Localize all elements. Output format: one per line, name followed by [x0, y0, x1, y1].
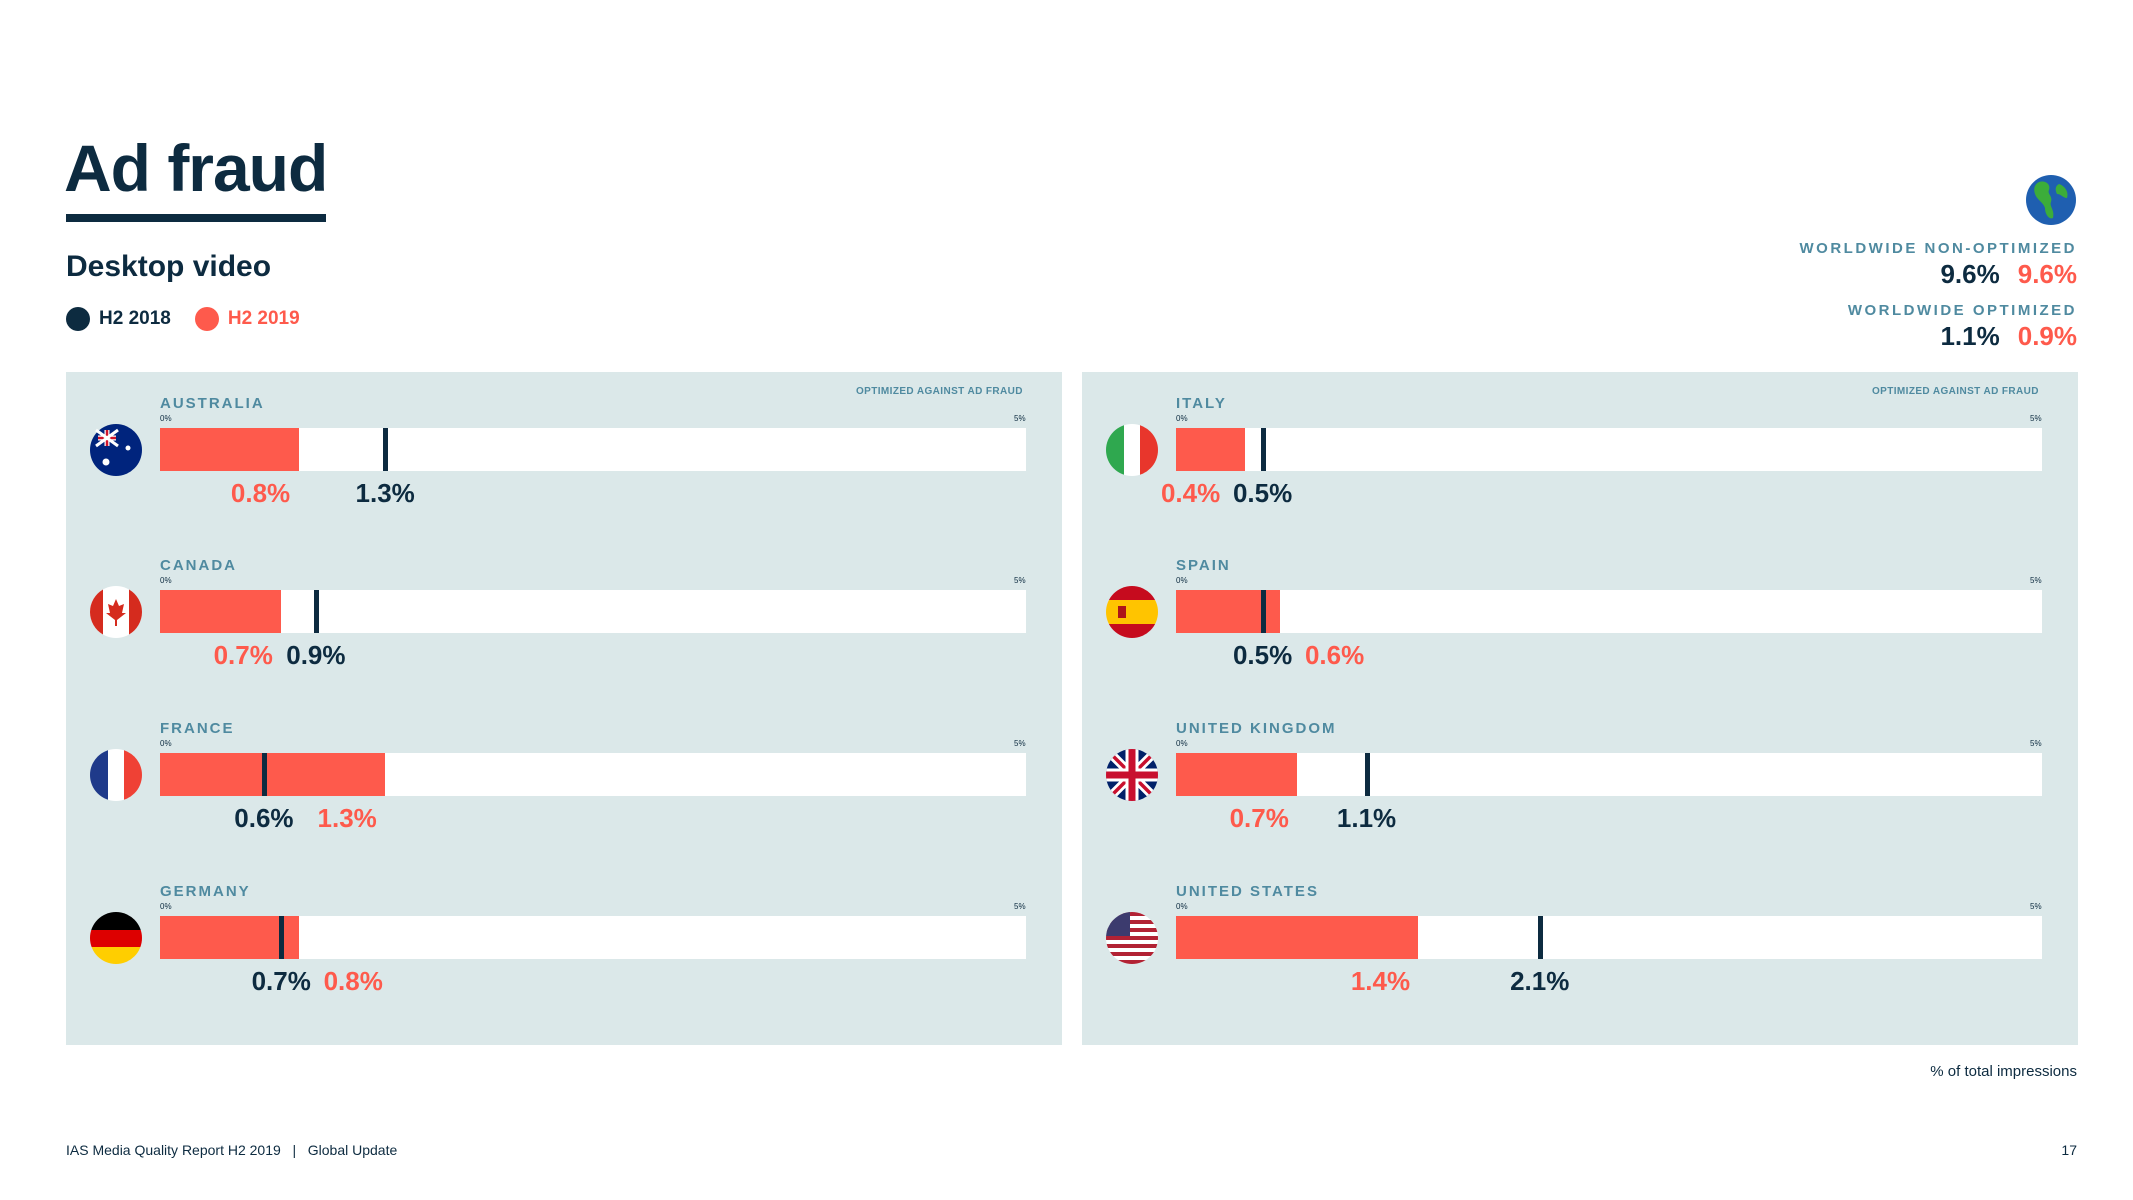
axis-max-label-germany: 5%	[1014, 902, 1026, 911]
value-label-h2-2018-france: 0.6%	[234, 803, 294, 833]
axis-min-label-australia: 0%	[160, 414, 172, 423]
marker-h2-2018-germany	[279, 916, 285, 959]
value-label-h2-2019-united-states: 1.4%	[1350, 966, 1411, 996]
worldwide-optimized-2019: 0.9%	[2017, 321, 2077, 351]
footer-text: IAS Media Quality Report H2 2019 | Globa…	[66, 1142, 398, 1158]
axis-max-label-italy: 5%	[2030, 414, 2042, 423]
impressions-note: % of total impressions	[1930, 1063, 2077, 1080]
value-label-h2-2018-united-kingdom: 1.1%	[1336, 803, 1397, 833]
country-label-united-states: UNITED STATES	[1176, 883, 1319, 900]
axis-min-label-united-kingdom: 0%	[1176, 739, 1188, 748]
panel-note-right: OPTIMIZED AGAINST AD FRAUD	[1872, 386, 2039, 397]
italy-flag-icon	[1106, 424, 1158, 476]
axis-min-label-spain: 0%	[1176, 576, 1188, 585]
us-flag-icon	[1106, 912, 1158, 964]
value-label-h2-2018-spain: 0.5%	[1232, 640, 1293, 670]
legend: H2 2018 H2 2019	[66, 307, 324, 331]
axis-min-label-france: 0%	[160, 739, 172, 748]
country-label-italy: ITALY	[1176, 395, 1227, 412]
value-label-h2-2018-canada: 0.9%	[286, 640, 346, 670]
legend-dot-h2-2018	[66, 307, 90, 331]
axis-max-label-united-states: 5%	[2030, 902, 2042, 911]
axis-min-label-italy: 0%	[1176, 414, 1188, 423]
worldwide-non-optimized-2018: 9.6%	[1940, 259, 2000, 289]
worldwide-optimized: WORLDWIDE OPTIMIZED 1.1% 0.9%	[1848, 302, 2077, 352]
axis-max-label-spain: 5%	[2030, 576, 2042, 585]
page-number: 17	[2061, 1142, 2077, 1158]
bar-track-germany	[160, 916, 1026, 959]
country-label-france: FRANCE	[160, 720, 235, 737]
bar-track-united-states	[1176, 916, 2042, 959]
canada-flag-icon	[90, 586, 142, 638]
country-label-canada: CANADA	[160, 557, 237, 574]
country-label-germany: GERMANY	[160, 883, 251, 900]
value-label-h2-2019-italy: 0.4%	[1160, 478, 1221, 508]
value-label-h2-2019-germany: 0.8%	[323, 966, 383, 996]
bar-track-italy	[1176, 428, 2042, 471]
axis-max-label-france: 5%	[1014, 739, 1026, 748]
value-label-h2-2018-germany: 0.7%	[251, 966, 311, 996]
worldwide-non-optimized-label: WORLDWIDE NON-OPTIMIZED	[1799, 240, 2077, 257]
worldwide-optimized-label: WORLDWIDE OPTIMIZED	[1847, 302, 2077, 319]
bar-h2-2019-france	[160, 753, 386, 796]
axis-max-label-united-kingdom: 5%	[2030, 739, 2042, 748]
marker-h2-2018-france	[261, 753, 267, 796]
page-subtitle: Desktop video	[66, 250, 272, 283]
bar-h2-2019-italy	[1176, 428, 1246, 471]
spain-flag-icon	[1106, 586, 1158, 638]
bar-track-australia	[160, 428, 1026, 471]
australia-flag-icon	[90, 424, 142, 476]
bar-h2-2019-australia	[160, 428, 299, 471]
bar-track-spain	[1176, 590, 2042, 633]
panel-note-left: OPTIMIZED AGAINST AD FRAUD	[856, 386, 1023, 397]
bar-track-united-kingdom	[1176, 753, 2042, 796]
value-label-h2-2018-australia: 1.3%	[355, 478, 415, 508]
title-underline	[66, 214, 326, 222]
legend-label-h2-2018: H2 2018	[99, 308, 171, 329]
bar-h2-2019-united-states	[1176, 916, 1419, 959]
country-label-australia: AUSTRALIA	[160, 395, 265, 412]
value-label-h2-2018-united-states: 2.1%	[1510, 966, 1570, 996]
bar-track-canada	[160, 590, 1026, 633]
bar-track-france	[160, 753, 1026, 796]
axis-max-label-australia: 5%	[1014, 414, 1026, 423]
value-label-h2-2019-australia: 0.8%	[230, 478, 291, 508]
country-label-spain: SPAIN	[1176, 557, 1231, 574]
axis-min-label-united-states: 0%	[1176, 902, 1188, 911]
axis-max-label-canada: 5%	[1014, 576, 1026, 585]
legend-item-h2-2018: H2 2018	[66, 307, 171, 331]
globe-icon	[2026, 175, 2076, 225]
germany-flag-icon	[90, 912, 142, 964]
axis-min-label-canada: 0%	[160, 576, 172, 585]
value-label-h2-2018-italy: 0.5%	[1232, 478, 1293, 508]
worldwide-non-optimized-2019: 9.6%	[2017, 259, 2077, 289]
page-title: Ad fraud	[64, 131, 328, 205]
value-label-h2-2019-canada: 0.7%	[213, 640, 273, 670]
bar-h2-2019-germany	[160, 916, 299, 959]
value-label-h2-2019-spain: 0.6%	[1304, 640, 1365, 670]
marker-h2-2018-canada	[313, 590, 319, 633]
marker-h2-2018-united-kingdom	[1364, 753, 1370, 796]
marker-h2-2018-italy	[1260, 428, 1266, 471]
worldwide-non-optimized: WORLDWIDE NON-OPTIMIZED 9.6% 9.6%	[1800, 240, 2077, 290]
legend-item-h2-2019: H2 2019	[194, 307, 300, 331]
axis-min-label-germany: 0%	[160, 902, 172, 911]
marker-h2-2018-spain	[1260, 590, 1266, 633]
marker-h2-2018-united-states	[1537, 916, 1543, 959]
bar-h2-2019-canada	[160, 590, 282, 633]
uk-flag-icon	[1106, 749, 1158, 801]
legend-dot-h2-2019	[194, 307, 219, 331]
france-flag-icon	[90, 749, 142, 801]
worldwide-optimized-2018: 1.1%	[1940, 321, 2000, 351]
country-label-united-kingdom: UNITED KINGDOM	[1176, 720, 1337, 737]
value-label-h2-2019-france: 1.3%	[317, 803, 377, 833]
marker-h2-2018-australia	[383, 428, 389, 471]
value-label-h2-2019-united-kingdom: 0.7%	[1229, 803, 1289, 833]
legend-label-h2-2019: H2 2019	[227, 308, 300, 329]
bar-h2-2019-united-kingdom	[1176, 753, 1298, 796]
